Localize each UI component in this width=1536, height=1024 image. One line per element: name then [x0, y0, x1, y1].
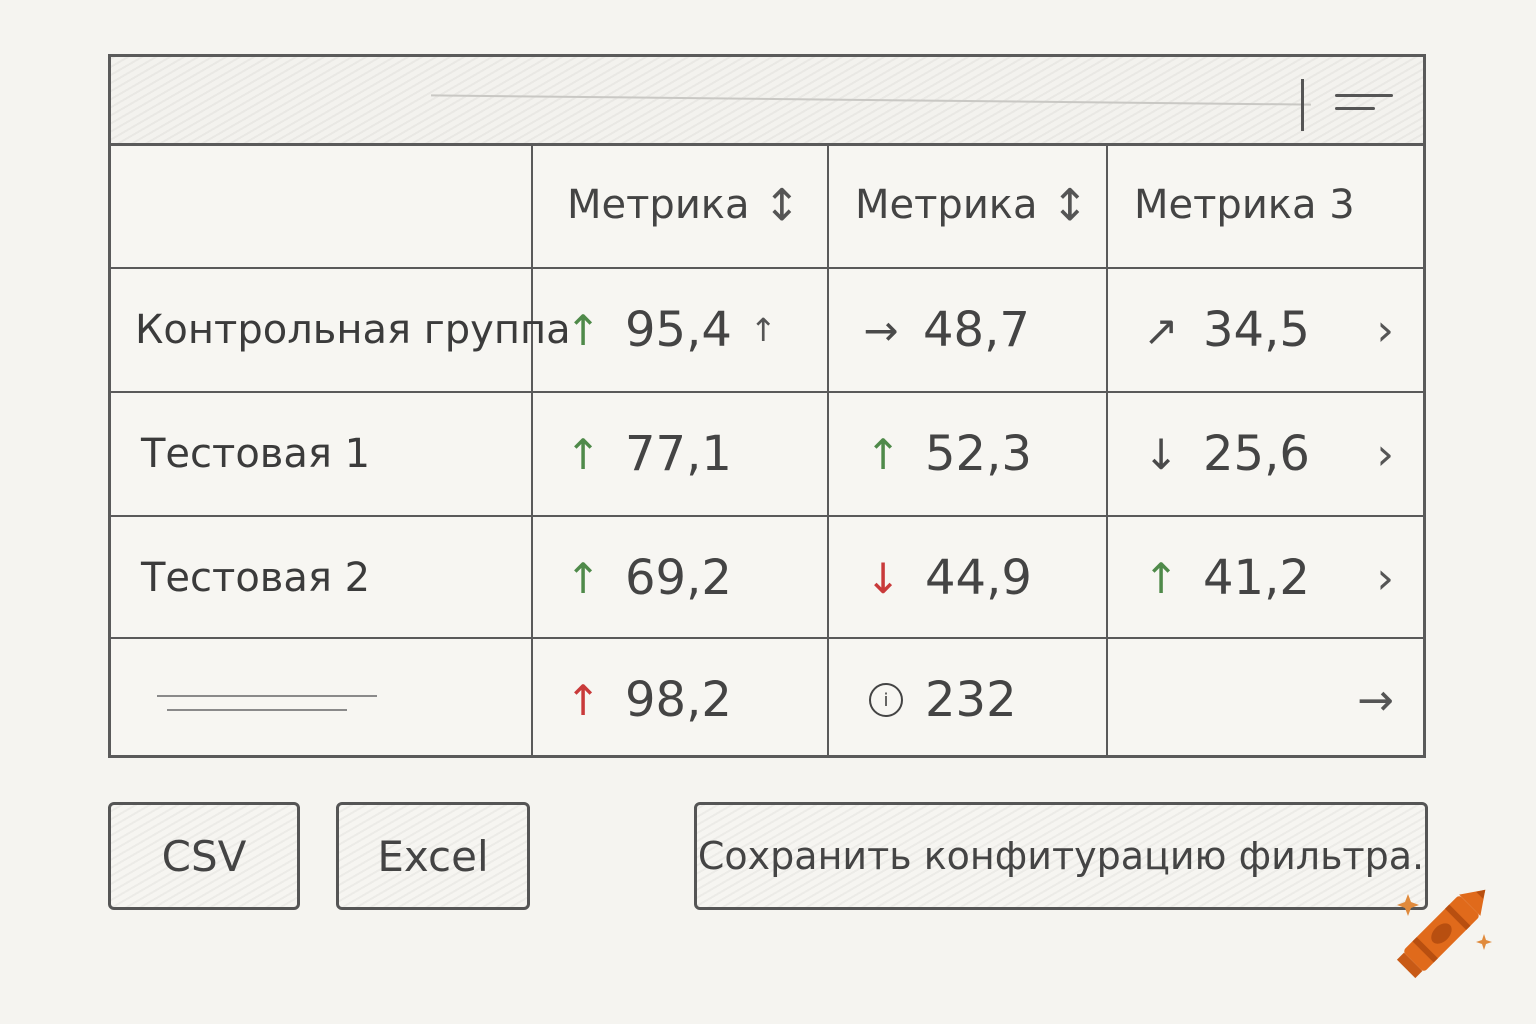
- cell-value: 41,2: [1203, 550, 1310, 606]
- trend-up-icon: ↑: [565, 675, 601, 725]
- panel-titlebar: [111, 57, 1423, 146]
- grid-line: [1106, 143, 1108, 755]
- row-label: Контрольная группа: [135, 307, 571, 353]
- column-header-metric-1[interactable]: Метрика ↕: [567, 143, 800, 267]
- table-cell: ↓ 44,9: [853, 517, 1032, 639]
- cell-value: 77,1: [625, 426, 732, 482]
- grid-line: [111, 515, 1423, 517]
- table-cell: ↑ 95,4 ↑: [553, 269, 777, 391]
- chevron-right-icon[interactable]: ›: [1376, 304, 1394, 356]
- table-cell: ↑ 69,2: [553, 517, 732, 639]
- table-cell: →: [1131, 639, 1426, 761]
- chevron-right-icon[interactable]: ›: [1376, 428, 1394, 480]
- table-cell: i 232: [853, 639, 1017, 761]
- cell-value: 98,2: [625, 672, 732, 728]
- cell-value: 95,4: [625, 302, 732, 358]
- table-cell: ↑ 41,2 ›: [1131, 517, 1426, 639]
- trend-down-icon: ↓: [865, 553, 901, 603]
- title-placeholder-line: [431, 94, 1311, 106]
- grid-line: [531, 143, 533, 755]
- column-header-label: Метрика 3: [1134, 182, 1355, 228]
- menu-icon[interactable]: [1335, 91, 1395, 117]
- titlebar-separator: [1301, 79, 1304, 131]
- data-table-panel: Метрика ↕ Метрика ↕ Метрика 3 Контрольна…: [108, 54, 1426, 758]
- cell-value: 52,3: [925, 426, 1032, 482]
- column-header-metric-2[interactable]: Метрика ↕: [855, 143, 1088, 267]
- arrow-right-icon[interactable]: →: [1357, 674, 1394, 726]
- trend-flat-icon: →: [863, 305, 899, 355]
- trend-up-icon: ↑: [565, 429, 601, 479]
- trend-up-icon: ↑: [565, 305, 601, 355]
- cell-value: 69,2: [625, 550, 732, 606]
- row-label: Тестовая 1: [141, 431, 371, 477]
- trend-up-right-icon: ↗: [1143, 305, 1179, 355]
- crayon-icon: [1396, 889, 1492, 979]
- trend-down-icon: ↓: [1143, 429, 1179, 479]
- cell-value: 25,6: [1203, 426, 1310, 482]
- cell-value: 34,5: [1203, 302, 1310, 358]
- row-label: Тестовая 2: [141, 555, 371, 601]
- table-cell: ↑ 77,1: [553, 393, 732, 515]
- sort-icon[interactable]: ↕: [763, 179, 801, 231]
- grid-line: [111, 637, 1423, 639]
- table-cell: → 48,7: [851, 269, 1030, 391]
- info-icon[interactable]: i: [869, 683, 903, 717]
- cell-value: 232: [925, 672, 1017, 728]
- grid-line: [111, 267, 1423, 269]
- grid-line: [827, 143, 829, 755]
- trend-up-icon: ↑: [1143, 553, 1179, 603]
- export-excel-button[interactable]: Excel: [336, 802, 530, 910]
- sort-icon[interactable]: ↕: [1051, 179, 1089, 231]
- cell-value: 44,9: [925, 550, 1032, 606]
- column-header-label: Метрика: [567, 182, 750, 228]
- row-label-placeholder: [157, 695, 377, 697]
- trend-up-icon: ↑: [565, 553, 601, 603]
- row-label-placeholder: [167, 709, 347, 711]
- trend-up-icon: ↑: [749, 311, 777, 349]
- export-csv-button[interactable]: CSV: [108, 802, 300, 910]
- column-header-label: Метрика: [855, 182, 1038, 228]
- save-filter-config-button[interactable]: Сохранить конфитурацию фильтра.: [694, 802, 1428, 910]
- table-cell: ↑ 98,2: [553, 639, 732, 761]
- cell-value: 48,7: [923, 302, 1030, 358]
- table-cell: ↗ 34,5 ›: [1131, 269, 1426, 391]
- chevron-right-icon[interactable]: ›: [1376, 552, 1394, 604]
- grid-line: [111, 391, 1423, 393]
- table-cell: ↑ 52,3: [853, 393, 1032, 515]
- trend-up-icon: ↑: [865, 429, 901, 479]
- column-header-metric-3[interactable]: Метрика 3: [1134, 143, 1355, 267]
- table-cell: ↓ 25,6 ›: [1131, 393, 1426, 515]
